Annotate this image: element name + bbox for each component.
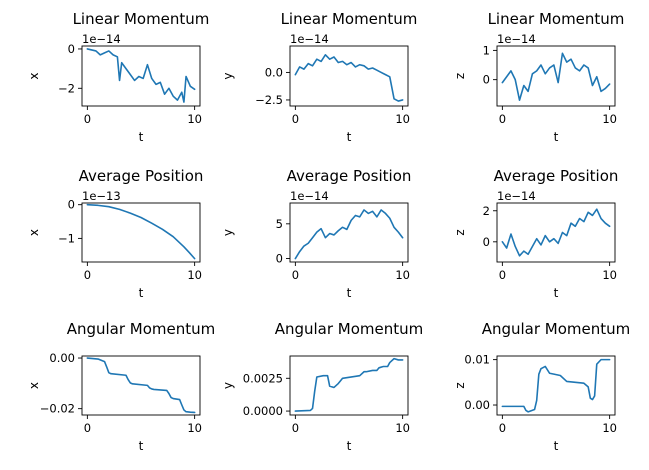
x-tick-label: 0 (292, 112, 299, 126)
subplot-0: Linear Momentum 1e−14 0 10 0 −2 t x (27, 10, 209, 144)
y-tick-label: 0.0025 (243, 371, 283, 385)
x-axis-label: t (554, 130, 559, 144)
data-series-line (86, 48, 196, 103)
x-tick-label: 0 (499, 112, 506, 126)
subplot-7: Angular Momentum 0 10 0.0025 0.0000 t y (221, 320, 423, 453)
x-axis-label: t (347, 130, 352, 144)
offset-label: 1e−13 (82, 189, 121, 203)
y-tick-label: −2 (58, 81, 75, 95)
data-series-line (501, 358, 611, 413)
y-axis-label: z (453, 73, 467, 79)
x-tick-label: 0 (84, 112, 91, 126)
data-series-line (86, 203, 196, 260)
x-tick-label: 10 (395, 268, 410, 282)
offset-label: 1e−14 (497, 32, 536, 46)
x-tick-label: 10 (602, 112, 617, 126)
data-series-line (501, 208, 611, 257)
subplot-title: Average Position (287, 167, 412, 185)
y-tick-label: 0.01 (464, 353, 490, 367)
y-tick-label: −1 (58, 231, 75, 245)
axes-frame (289, 202, 409, 263)
x-tick-label: 10 (187, 112, 202, 126)
y-tick-label: 0.0 (265, 65, 283, 79)
subplot-title: Linear Momentum (281, 10, 418, 28)
subplot-title: Linear Momentum (488, 10, 625, 28)
y-tick-label: 0 (483, 73, 490, 87)
axes-frame (496, 202, 616, 263)
axes-frame (81, 202, 201, 263)
y-tick-label: 5 (276, 217, 283, 231)
subplot-title: Linear Momentum (73, 10, 210, 28)
y-tick-label: 0 (68, 42, 75, 56)
y-tick-label: 2 (483, 204, 490, 218)
x-axis-label: t (347, 286, 352, 300)
y-axis-label: y (221, 382, 235, 389)
subplot-4: Average Position 1e−14 0 10 0 5 t y (221, 167, 411, 300)
offset-label: 1e−14 (82, 32, 121, 46)
data-series-line (294, 54, 404, 102)
x-tick-label: 0 (84, 421, 91, 435)
axes-frame (81, 45, 201, 107)
offset-label: 1e−14 (290, 189, 329, 203)
x-axis-label: t (347, 439, 352, 453)
subplot-1: Linear Momentum 1e−14 0 10 0.0 −2.5 t y (221, 10, 417, 144)
x-tick-label: 0 (292, 268, 299, 282)
y-tick-label: 0.0000 (243, 404, 283, 418)
subplot-3: Average Position 1e−13 0 10 0 −1 t x (27, 167, 203, 300)
subplot-title: Angular Momentum (482, 320, 631, 338)
y-axis-label: x (27, 72, 41, 79)
x-tick-label: 10 (602, 421, 617, 435)
subplot-title: Average Position (79, 167, 204, 185)
y-tick-label: 0 (483, 235, 490, 249)
x-tick-label: 10 (602, 268, 617, 282)
x-tick-label: 10 (395, 112, 410, 126)
y-tick-label: 0.00 (464, 398, 490, 412)
subplot-6: Angular Momentum 0 10 0.00 −0.02 t x (27, 320, 215, 453)
y-axis-label: x (27, 382, 41, 389)
x-tick-label: 0 (499, 268, 506, 282)
axes-frame (289, 45, 409, 107)
y-axis-label: y (221, 229, 235, 236)
subplot-title: Average Position (494, 167, 619, 185)
x-axis-label: t (554, 439, 559, 453)
data-series-line (501, 52, 611, 101)
x-axis-label: t (139, 439, 144, 453)
y-tick-label: −2.5 (255, 93, 283, 107)
y-axis-label: y (221, 72, 235, 79)
x-axis-label: t (139, 286, 144, 300)
axes-frame (81, 355, 201, 416)
y-tick-label: 0 (276, 252, 283, 266)
y-tick-label: 0.00 (49, 351, 75, 365)
axes-frame (496, 355, 616, 416)
y-axis-label: z (453, 382, 467, 388)
offset-label: 1e−14 (497, 189, 536, 203)
offset-label: 1e−14 (290, 32, 329, 46)
data-series-line (294, 357, 404, 412)
x-axis-label: t (554, 286, 559, 300)
x-tick-label: 0 (499, 421, 506, 435)
x-tick-label: 10 (395, 421, 410, 435)
axes-frame (289, 355, 409, 416)
y-axis-label: x (27, 229, 41, 236)
x-tick-label: 10 (187, 268, 202, 282)
x-tick-label: 0 (84, 268, 91, 282)
x-tick-label: 10 (187, 421, 202, 435)
axes-frame (496, 45, 616, 107)
data-series-line (294, 209, 404, 260)
y-tick-label: 1 (483, 43, 490, 57)
y-tick-label: 0 (68, 198, 75, 212)
subplot-title: Angular Momentum (67, 320, 216, 338)
data-series-line (86, 357, 196, 414)
subplot-8: Angular Momentum 0 10 0.01 0.00 t z (453, 320, 630, 453)
y-axis-label: z (453, 229, 467, 235)
subplot-title: Angular Momentum (275, 320, 424, 338)
x-tick-label: 0 (292, 421, 299, 435)
y-tick-label: −0.02 (40, 402, 75, 416)
x-axis-label: t (139, 130, 144, 144)
